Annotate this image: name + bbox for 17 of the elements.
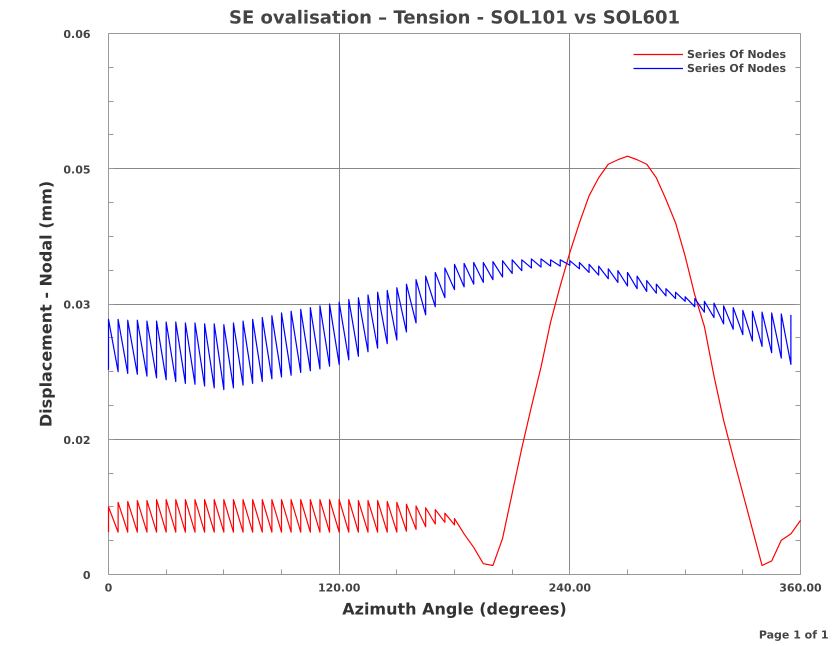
- y-tick-label: 0.03: [63, 298, 90, 312]
- text: Page 1 of 1: [758, 628, 829, 642]
- y-tick-label: 0: [82, 569, 91, 582]
- legend-label: Series Of Nodes: [686, 47, 786, 61]
- x-axis-title: Azimuth Angle (degrees): [342, 600, 567, 618]
- chart-title: SE ovalisation – Tension - SOL101 vs SOL601: [228, 8, 680, 28]
- x-tick-label: 360.00: [779, 582, 822, 594]
- y-tick-label: 0.02: [63, 434, 90, 447]
- y-tick-label: 0.06: [63, 28, 91, 41]
- x-tick-label: 120.00: [318, 582, 361, 594]
- x-tick-label: 0: [104, 582, 113, 594]
- x-tick-label: 240.00: [548, 582, 592, 594]
- y-tick-label: 0.05: [63, 163, 90, 176]
- line-series: [108, 258, 792, 390]
- line-series: [108, 156, 802, 566]
- legend-label: Series Of Nodes: [686, 61, 786, 75]
- y-axis-title: Displacement - Nodal (mm): [36, 180, 56, 428]
